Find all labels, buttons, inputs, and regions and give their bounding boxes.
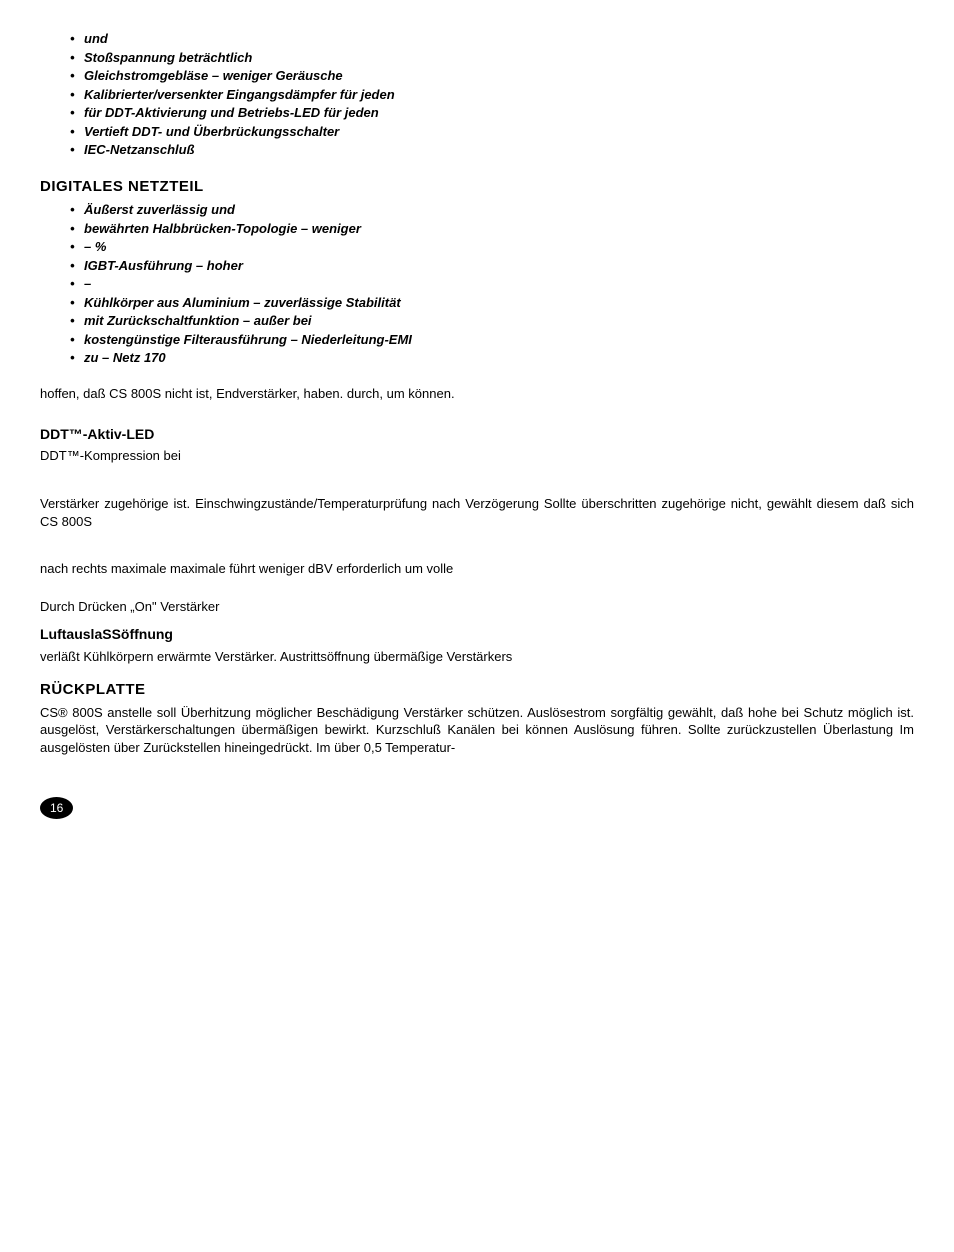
- list-item: Gleichstromgebläse – weniger Geräusche: [70, 67, 914, 85]
- list-item: IEC-Netzanschluß: [70, 141, 914, 159]
- list-item: –: [70, 275, 914, 293]
- list-item: zu – Netz 170: [70, 349, 914, 367]
- list-item: kostengünstige Filterausführung – Nieder…: [70, 331, 914, 349]
- paragraph-luft: verläßt Kühlkörpern erwärmte Verstärker.…: [40, 648, 914, 666]
- list-item: – %: [70, 238, 914, 256]
- paragraph-hoffen: hoffen, daß CS 800S nicht ist, Endverstä…: [40, 385, 914, 403]
- subhead-luft: LuftauslaSSöffnung: [40, 625, 914, 644]
- paragraph-rueckplatte: CS® 800S anstelle soll Überhitzung mögli…: [40, 704, 914, 757]
- paragraph-ddt: DDT™-Kompression bei: [40, 447, 914, 465]
- page-number-badge: 16: [40, 797, 73, 819]
- paragraph-drucken: Durch Drücken „On" Verstärker: [40, 598, 914, 616]
- list-item: und: [70, 30, 914, 48]
- top-feature-list: und Stoßspannung beträchtlich Gleichstro…: [40, 30, 914, 159]
- paragraph-verstaerker: Verstärker zugehörige ist. Einschwingzus…: [40, 495, 914, 530]
- list-item: Kalibrierter/versenkter Eingangsdämpfer …: [70, 86, 914, 104]
- subhead-ddt: DDT™-Aktiv-LED: [40, 425, 914, 444]
- list-item: Äußerst zuverlässig und: [70, 201, 914, 219]
- list-item: Vertieft DDT- und Überbrückungsschalter: [70, 123, 914, 141]
- list-item: Kühlkörper aus Aluminium – zuverlässige …: [70, 294, 914, 312]
- list-item: bewährten Halbbrücken-Topologie – wenige…: [70, 220, 914, 238]
- section-title-rueckplatte: RÜCKPLATTE: [40, 680, 914, 700]
- netzteil-feature-list: Äußerst zuverlässig und bewährten Halbbr…: [40, 201, 914, 367]
- section-title-netzteil: DIGITALES NETZTEIL: [40, 177, 914, 197]
- paragraph-nachrechts: nach rechts maximale maximale führt weni…: [40, 560, 914, 578]
- list-item: für DDT-Aktivierung und Betriebs-LED für…: [70, 104, 914, 122]
- list-item: IGBT-Ausführung – hoher: [70, 257, 914, 275]
- list-item: mit Zurückschaltfunktion – außer bei: [70, 312, 914, 330]
- list-item: Stoßspannung beträchtlich: [70, 49, 914, 67]
